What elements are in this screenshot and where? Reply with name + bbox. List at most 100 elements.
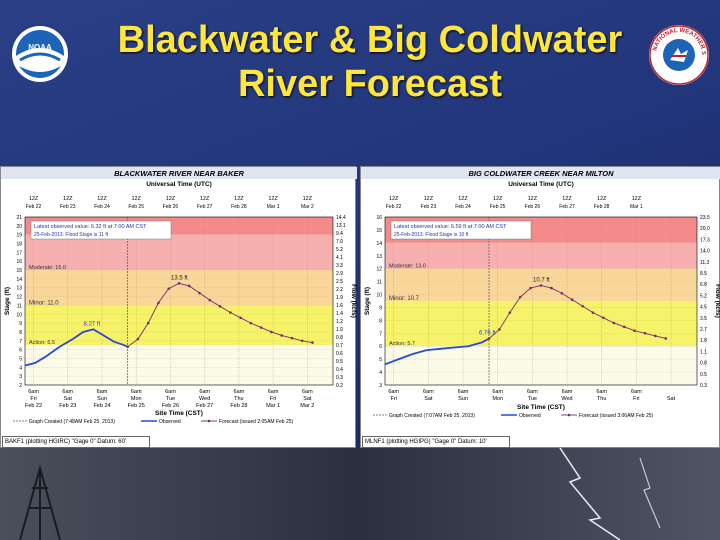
y2-tick-label: 1.9 <box>336 295 343 301</box>
forecast-point <box>208 298 212 302</box>
bottom-date-label: Feb 24 <box>93 403 110 409</box>
forecast-point <box>591 311 595 314</box>
y2-tick-label: 7.0 <box>336 239 343 245</box>
top-date-label: Feb 22 <box>386 204 402 210</box>
forecast-point <box>136 337 140 341</box>
y-tick-label: 14 <box>376 241 382 247</box>
y-tick-label: 7 <box>19 339 22 345</box>
forecast-point <box>602 316 605 320</box>
top-tick-label: 12Z <box>458 196 468 202</box>
legend-graph-created: Graph Created (7:48AM Feb 25, 2013) <box>29 419 115 425</box>
bottom-day-label: Sat <box>64 396 73 402</box>
y-tick-label: 9 <box>19 321 22 327</box>
top-date-label: Mar 1 <box>267 204 280 210</box>
hydrograph-blackwater: BLACKWATER RIVER NEAR BAKER Universal Tim… <box>1 167 357 425</box>
y2-tick-label: 17.3 <box>700 237 710 243</box>
chart-title: BLACKWATER RIVER NEAR BAKER <box>114 169 244 178</box>
bottom-day-label: Sun <box>458 396 468 402</box>
forecast-point <box>198 291 201 295</box>
top-tick-label: 12Z <box>562 196 572 202</box>
chart-title: BIG COLDWATER CREEK NEAR MILTON <box>469 169 615 178</box>
top-date-label: Feb 22 <box>26 204 42 210</box>
forecast-point <box>570 298 574 302</box>
bottom-day-label: Wed <box>199 396 210 402</box>
bottom-time-label: 6am <box>458 389 469 395</box>
y2-tick-label: 20.0 <box>700 226 710 232</box>
y2-tick-label: 3.3 <box>336 263 343 269</box>
action-stage-label: Action: 6.5 <box>29 340 55 346</box>
bottom-time-label: 6am <box>199 389 210 395</box>
forecast-series-line <box>488 285 666 339</box>
forecast-point <box>218 305 222 308</box>
y2-tick-label: 2.9 <box>336 271 343 277</box>
y-tick-label: 13 <box>16 286 22 292</box>
y2-tick-label: 4.1 <box>336 255 343 261</box>
y2-tick-label: 0.6 <box>336 351 343 357</box>
bottom-day-label: Tue <box>166 396 175 402</box>
flood-band-normal <box>25 345 333 385</box>
latest-observed-box <box>390 220 532 240</box>
forecast-point <box>654 334 657 338</box>
forecast-point <box>581 304 584 308</box>
forecast-point <box>249 321 253 325</box>
hydrograph-panel-blackwater: BLACKWATER RIVER NEAR BAKER Universal Tim… <box>0 166 357 448</box>
y2-tick-label: 4.5 <box>700 305 707 311</box>
y-tick-label: 2 <box>19 383 22 389</box>
y-tick-label: 13 <box>376 254 382 260</box>
noaa-logo-text: NOAA <box>28 43 52 52</box>
y-tick-label: 12 <box>16 295 22 301</box>
lightning-icon-2 <box>639 457 661 529</box>
top-tick-label: 12Z <box>632 196 642 202</box>
top-tick-label: 12Z <box>166 196 176 202</box>
top-date-label: Feb 26 <box>525 204 541 210</box>
top-axis-label: Universal Time (UTC) <box>508 181 574 188</box>
minor-stage-label: Minor: 10.7 <box>389 296 420 302</box>
forecast-point <box>270 330 273 334</box>
plot-frame <box>384 216 698 386</box>
latest-observed-box <box>30 220 172 240</box>
forecast-point <box>280 334 283 337</box>
bottom-time-label: 6am <box>97 389 108 395</box>
y-tick-label: 19 <box>16 233 22 239</box>
y2-tick-label: 2.2 <box>336 287 343 293</box>
y-tick-label: 4 <box>19 365 22 371</box>
top-date-label: Mar 1 <box>630 204 643 210</box>
top-date-label: Mar 2 <box>301 204 314 210</box>
y2-tick-label: 0.8 <box>700 361 707 367</box>
y2-tick-label: 14.0 <box>700 249 710 255</box>
y-tick-label: 10 <box>376 293 382 299</box>
y2-tick-label: 5.2 <box>336 247 343 253</box>
legend-forecast: Forecast (issued 3:06AM Feb 25) <box>579 413 654 419</box>
top-date-label: Feb 28 <box>231 204 247 210</box>
top-tick-label: 12Z <box>234 196 244 202</box>
forecast-point <box>612 321 616 325</box>
bottom-time-label: 6am <box>423 389 434 395</box>
bottom-day-label: Sat <box>667 396 676 402</box>
top-tick-label: 12Z <box>268 196 278 202</box>
y-axis-label: Stage (ft) <box>4 287 11 315</box>
bottom-time-label: 6am <box>492 389 503 395</box>
forecast-point <box>290 336 294 340</box>
forecast-point <box>518 295 522 299</box>
bottom-date-label: Feb 28 <box>230 403 247 409</box>
flood-band-normal <box>385 346 697 385</box>
title-line-2: River Forecast <box>237 63 502 105</box>
hydrograph-coldwater: BIG COLDWATER CREEK NEAR MILTON Universal… <box>361 167 720 419</box>
legend-observed: Observed <box>159 419 181 425</box>
noaa-logo-icon: NOAA <box>12 26 68 82</box>
bottom-date-label: Feb 25 <box>128 403 145 409</box>
y-tick-label: 15 <box>376 228 382 234</box>
bottom-day-label: Thu <box>234 396 243 402</box>
y2-tick-label: 1.0 <box>336 327 343 333</box>
observed-series-line <box>24 328 129 367</box>
y-tick-label: 9 <box>379 305 382 311</box>
forecast-point <box>508 311 512 314</box>
y-tick-label: 17 <box>16 250 22 256</box>
bottom-time-label: 6am <box>234 389 245 395</box>
bottom-date-label: Feb 23 <box>59 403 76 409</box>
forecast-point <box>300 339 304 343</box>
y-tick-label: 16 <box>376 215 382 221</box>
y2-tick-label: 6.8 <box>700 282 707 288</box>
bottom-axis-label: Site Time (CST) <box>155 410 203 417</box>
chart-title-bar <box>1 167 357 179</box>
